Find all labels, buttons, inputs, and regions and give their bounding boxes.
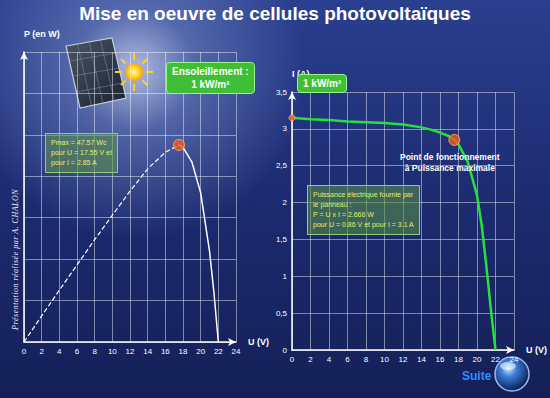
svg-text:1: 1 [283, 272, 288, 281]
svg-text:6: 6 [75, 347, 80, 356]
svg-text:22: 22 [214, 347, 223, 356]
svg-text:10: 10 [108, 347, 117, 356]
html-text:Mise en oeuvre de cellules pho: Mise en oeuvre de cellules photovoltaïqu… [79, 3, 471, 24]
html-text:P = U x I = 2.666 W: P = U x I = 2.666 W [313, 211, 374, 218]
svg-text:2,5: 2,5 [276, 161, 288, 170]
svg-text:8: 8 [364, 355, 369, 364]
svg-text:20: 20 [196, 347, 205, 356]
svg-text:0: 0 [22, 347, 27, 356]
svg-text:0: 0 [283, 346, 288, 355]
svg-text:3,5: 3,5 [276, 88, 288, 97]
svg-text:0,5: 0,5 [276, 309, 288, 318]
svg-text:14: 14 [143, 347, 152, 356]
svg-text:20: 20 [473, 355, 482, 364]
svg-text:12: 12 [126, 347, 135, 356]
html-text:Présentation réalisée par A. C: Présentation réalisée par A. CHALON [11, 188, 20, 330]
svg-text:0: 0 [290, 355, 295, 364]
svg-text:18: 18 [179, 347, 188, 356]
svg-text:16: 16 [436, 355, 445, 364]
svg-text:16: 16 [161, 347, 170, 356]
svg-text:24: 24 [510, 355, 519, 364]
svg-text:10: 10 [380, 355, 389, 364]
html-text:Point de fonctionnement: Point de fonctionnement [400, 152, 500, 162]
svg-text:2: 2 [308, 355, 313, 364]
svg-text:4: 4 [57, 347, 62, 356]
svg-text:2: 2 [283, 198, 288, 207]
svg-text:18: 18 [454, 355, 463, 364]
html-text:à Puissance maximale: à Puissance maximale [404, 163, 495, 173]
html-text:pour I = 2.85 A: pour I = 2.85 A [51, 159, 97, 166]
html-text:Ensoleillement :: Ensoleillement : [172, 66, 249, 77]
svg-text:12: 12 [399, 355, 408, 364]
html-text:le panneau :: le panneau : [313, 201, 352, 208]
html-text:pour U = 17.55 V et: pour U = 17.55 V et [51, 149, 112, 156]
svg-text:14: 14 [417, 355, 426, 364]
html-text:Puissance électrique fournie p: Puissance électrique fournie par [313, 191, 413, 198]
svg-text:U (V): U (V) [526, 345, 547, 355]
html-text:Suite: Suite [462, 369, 492, 383]
svg-text:6: 6 [345, 355, 350, 364]
svg-text:24: 24 [232, 347, 241, 356]
svg-text:2: 2 [39, 347, 44, 356]
svg-text:3: 3 [283, 124, 288, 133]
html-text:1 kW/m²: 1 kW/m² [303, 78, 342, 89]
svg-text:22: 22 [491, 355, 500, 364]
svg-text:4: 4 [327, 355, 332, 364]
svg-text:U (V): U (V) [248, 337, 269, 347]
svg-text:8: 8 [92, 347, 97, 356]
html-text:pour U = 0.86 V et pour I = 3.: pour U = 0.86 V et pour I = 3.1 A [313, 221, 414, 228]
html-text:Pmax = 47.57 Wc: Pmax = 47.57 Wc [51, 139, 107, 146]
html-text:1 kW/m²: 1 kW/m² [191, 79, 230, 90]
svg-text:P (en W): P (en W) [24, 29, 60, 39]
svg-text:1,5: 1,5 [276, 235, 288, 244]
